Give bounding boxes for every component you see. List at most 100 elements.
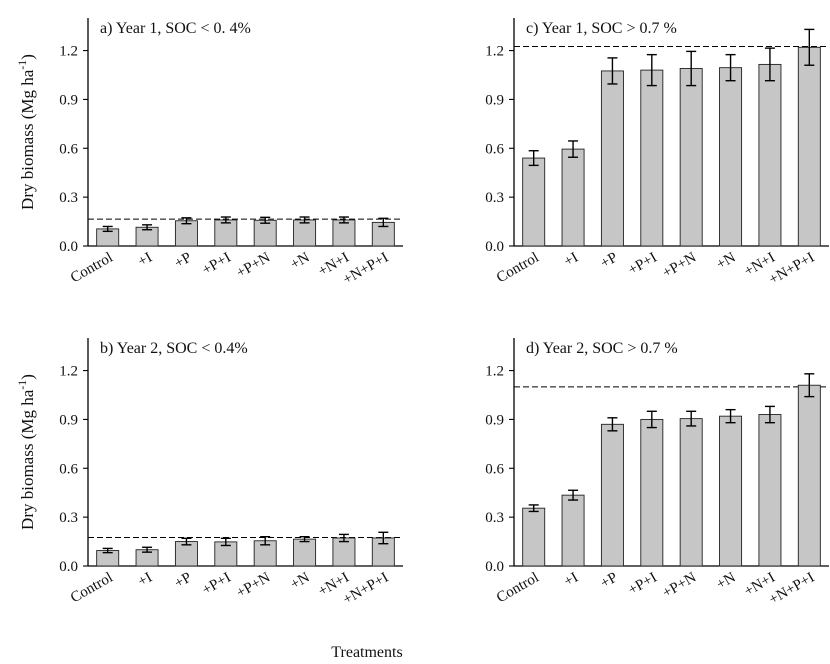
bar <box>679 418 703 567</box>
bar <box>600 423 624 567</box>
y-axis-title-close: ) <box>18 374 37 380</box>
error-bar <box>568 140 579 158</box>
y-tick-label: 0.0 <box>485 559 504 575</box>
category-label: +P <box>598 570 621 592</box>
y-tick-label: 0.9 <box>59 412 78 428</box>
panel-title-b: b) Year 2, SOC < 0.4% <box>100 340 248 357</box>
error-bar <box>260 535 271 546</box>
y-tick-label: 0.6 <box>59 141 78 157</box>
bar <box>797 46 821 247</box>
category-label: +P+N <box>234 570 273 602</box>
y-tick-label: 0.3 <box>59 510 78 526</box>
bar <box>561 494 585 567</box>
panel-title-c: c) Year 1, SOC > 0.7 % <box>526 20 677 37</box>
y-axis-title: Dry biomass (Mg ha-1) <box>15 54 37 210</box>
bar <box>797 384 821 567</box>
error-bar <box>725 408 736 424</box>
y-tick-label: 1.2 <box>59 364 78 380</box>
category-label: Control <box>68 250 116 287</box>
x-axis-title: Treatments <box>331 644 402 661</box>
error-bar <box>142 546 153 553</box>
error-bar <box>804 373 815 398</box>
category-label: Control <box>494 250 542 287</box>
y-axis-title-exponent: -1 <box>15 60 29 70</box>
bar <box>522 157 546 247</box>
error-bar <box>607 417 618 432</box>
bar <box>640 418 664 567</box>
y-axis-title: Dry biomass (Mg ha-1) <box>15 374 37 530</box>
y-tick-label: 0.6 <box>485 461 504 477</box>
category-label: +P+I <box>626 250 660 279</box>
y-tick-label: 0.0 <box>485 239 504 255</box>
y-tick-label: 0.0 <box>59 559 78 575</box>
category-label: +N <box>714 570 739 594</box>
y-tick-label: 0.9 <box>485 92 504 108</box>
error-bar <box>528 504 539 513</box>
bar <box>253 219 277 247</box>
category-label: +P+I <box>200 570 234 599</box>
bar <box>719 67 743 247</box>
bar <box>332 219 356 247</box>
category-label: +P+I <box>626 570 660 599</box>
category-label: +N+P+I <box>766 250 817 289</box>
category-label: +I <box>135 250 155 271</box>
bar <box>293 538 317 567</box>
category-label: +P <box>172 570 195 592</box>
error-bar <box>260 216 271 224</box>
category-label: +N <box>288 570 313 594</box>
category-label: Control <box>68 570 116 607</box>
category-label: +I <box>561 250 581 271</box>
error-bar <box>607 57 618 85</box>
category-label: Control <box>494 570 542 607</box>
y-axis-title-exponent: -1 <box>15 380 29 390</box>
panel-title-a: a) Year 1, SOC < 0. 4% <box>100 20 251 37</box>
category-label: +P+N <box>660 570 699 602</box>
panel-title-d: d) Year 2, SOC > 0.7 % <box>526 340 678 357</box>
bar <box>758 414 782 567</box>
error-bar <box>725 53 736 82</box>
error-bar <box>686 50 697 87</box>
y-tick-label: 0.0 <box>59 239 78 255</box>
error-bar <box>220 216 231 224</box>
category-label: +P <box>598 250 621 272</box>
category-label: +I <box>135 570 155 591</box>
y-tick-label: 1.2 <box>59 44 78 60</box>
category-label: +N+P+I <box>766 570 817 609</box>
y-tick-label: 1.2 <box>485 44 504 60</box>
bar <box>600 70 624 247</box>
bar <box>758 63 782 247</box>
error-bar <box>568 489 579 501</box>
error-bar <box>338 533 349 543</box>
error-bar <box>102 547 113 554</box>
category-label: +N+P+I <box>340 570 391 609</box>
y-tick-label: 0.9 <box>59 92 78 108</box>
bar <box>214 219 238 247</box>
category-label: +N+P+I <box>340 250 391 289</box>
error-bar <box>764 47 775 82</box>
category-label: +N <box>714 250 739 274</box>
error-bar <box>181 537 192 546</box>
error-bar <box>220 537 231 547</box>
error-bar <box>378 217 389 228</box>
error-bar <box>142 224 153 231</box>
error-bar <box>804 28 815 66</box>
bar <box>522 507 546 567</box>
y-tick-label: 1.2 <box>485 364 504 380</box>
y-tick-label: 0.9 <box>485 412 504 428</box>
category-label: +I <box>561 570 581 591</box>
bar <box>174 220 198 247</box>
category-label: +P <box>172 250 195 272</box>
y-axis-title-close: ) <box>18 54 37 60</box>
y-tick-label: 0.6 <box>485 141 504 157</box>
category-label: +N <box>288 250 313 274</box>
error-bar <box>764 405 775 424</box>
error-bar <box>646 53 657 87</box>
error-bar <box>338 216 349 224</box>
y-axis-title-text: Dry biomass (Mg ha <box>18 389 37 530</box>
error-bar <box>102 225 113 233</box>
